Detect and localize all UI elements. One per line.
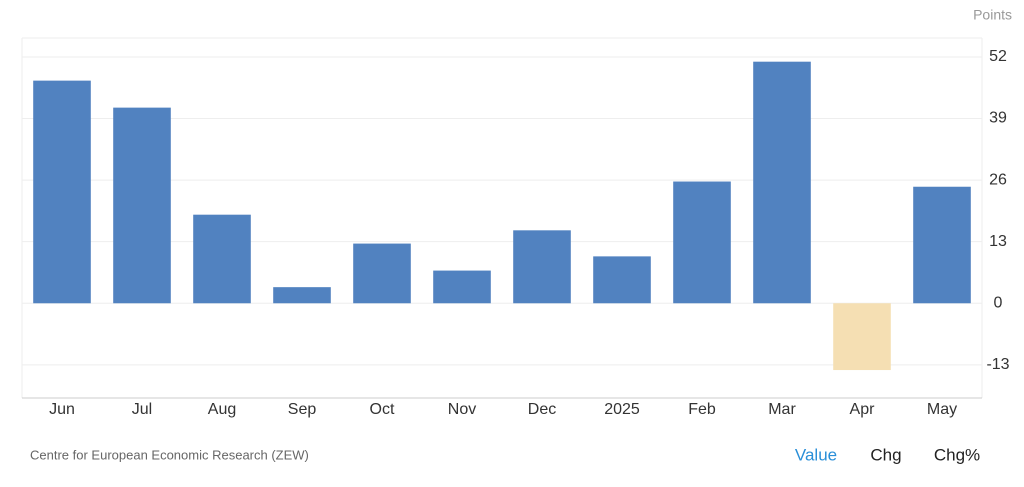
y-tick-label: 52	[989, 48, 1007, 65]
unit-label: Points	[973, 7, 1012, 23]
x-tick-label: Apr	[850, 401, 876, 418]
x-tick-label: Feb	[688, 401, 716, 418]
bar	[33, 80, 91, 304]
bar	[353, 243, 411, 304]
bar	[833, 303, 891, 371]
bar	[513, 230, 571, 304]
y-tick-label: 0	[994, 294, 1003, 311]
x-tick-label: Oct	[370, 401, 395, 418]
tab[interactable]: Value	[795, 445, 837, 464]
bar	[913, 186, 971, 304]
y-tick-label: 39	[989, 110, 1007, 127]
bar	[193, 214, 251, 304]
bar	[753, 61, 811, 304]
bar	[673, 181, 731, 304]
y-tick-label: 26	[989, 171, 1007, 188]
tab[interactable]: Chg%	[934, 445, 980, 464]
source: Centre for European Economic Research (Z…	[30, 447, 309, 462]
x-tick-label: 2025	[604, 401, 640, 418]
bar	[433, 270, 491, 304]
y-tick-label: -13	[986, 356, 1009, 373]
bar	[593, 256, 651, 304]
bar	[113, 107, 171, 304]
x-tick-label: Aug	[208, 401, 236, 418]
x-tick-label: Nov	[448, 401, 476, 418]
x-tick-label: Jun	[49, 401, 75, 418]
bar	[273, 287, 331, 304]
y-tick-label: 13	[989, 233, 1007, 250]
x-tick-label: Mar	[768, 401, 796, 418]
x-tick-label: Jul	[132, 401, 152, 418]
x-tick-label: May	[927, 401, 957, 418]
tab[interactable]: Chg	[870, 445, 901, 464]
x-tick-label: Dec	[528, 401, 556, 418]
x-tick-label: Sep	[288, 401, 317, 418]
